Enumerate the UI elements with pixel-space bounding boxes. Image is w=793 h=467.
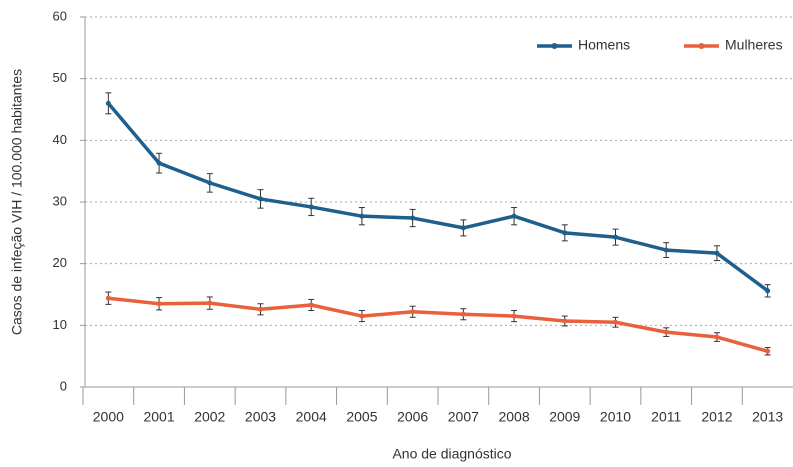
point: [562, 318, 568, 324]
x-tick-label: 2008: [498, 409, 529, 425]
point: [460, 225, 466, 231]
x-tick-label: 2005: [346, 409, 377, 425]
point: [156, 160, 162, 166]
x-axis-label: Ano de diagnóstico: [392, 446, 511, 462]
point: [359, 313, 365, 319]
y-axis-label: Casos de infeção VIH / 100.000 habitante…: [9, 69, 25, 335]
point: [765, 348, 771, 354]
x-tick-label: 2003: [245, 409, 276, 425]
series-line: [107, 102, 769, 293]
legend-dot: [551, 43, 558, 49]
y-tick-label: 60: [53, 8, 67, 23]
point: [308, 204, 314, 210]
y-tick-label: 10: [53, 317, 67, 332]
point: [308, 302, 314, 308]
point: [156, 301, 162, 307]
x-tick-label: 2000: [93, 409, 124, 425]
legend-label: Homens: [578, 37, 630, 53]
x-tick-label: 2013: [752, 409, 783, 425]
x-tick-label: 2011: [651, 409, 681, 425]
point: [258, 196, 263, 202]
x-tick-label: 2001: [143, 409, 174, 425]
legend-dot: [698, 43, 705, 49]
point: [359, 213, 365, 219]
x-tick-label: 2004: [296, 409, 327, 425]
point: [207, 300, 213, 306]
point: [511, 213, 517, 219]
point: [410, 215, 416, 221]
point: [258, 306, 263, 312]
series-line: [108, 296, 769, 353]
y-tick-label: 0: [60, 378, 67, 393]
x-tick-label: 2007: [448, 409, 479, 425]
legend-label: Mulheres: [725, 37, 783, 53]
x-tick-label: 2009: [549, 409, 580, 425]
x-tick-label: 2002: [194, 409, 225, 425]
point: [511, 313, 517, 319]
point: [410, 309, 416, 315]
x-tick-label: 2010: [600, 409, 631, 425]
x-tick-label: 2012: [701, 409, 732, 425]
y-tick-label: 30: [53, 193, 67, 208]
point: [714, 334, 720, 340]
point: [613, 319, 618, 325]
point: [562, 230, 568, 236]
point: [714, 250, 720, 256]
point: [663, 247, 669, 253]
y-tick-label: 50: [53, 70, 67, 85]
point: [765, 288, 771, 294]
y-tick-label: 20: [53, 255, 67, 270]
point: [663, 329, 669, 335]
point: [105, 295, 111, 301]
point: [207, 180, 213, 186]
x-tick-label: 2006: [397, 409, 428, 425]
point: [105, 100, 111, 106]
point: [613, 234, 618, 240]
y-tick-label: 40: [53, 132, 67, 147]
point: [460, 311, 466, 317]
